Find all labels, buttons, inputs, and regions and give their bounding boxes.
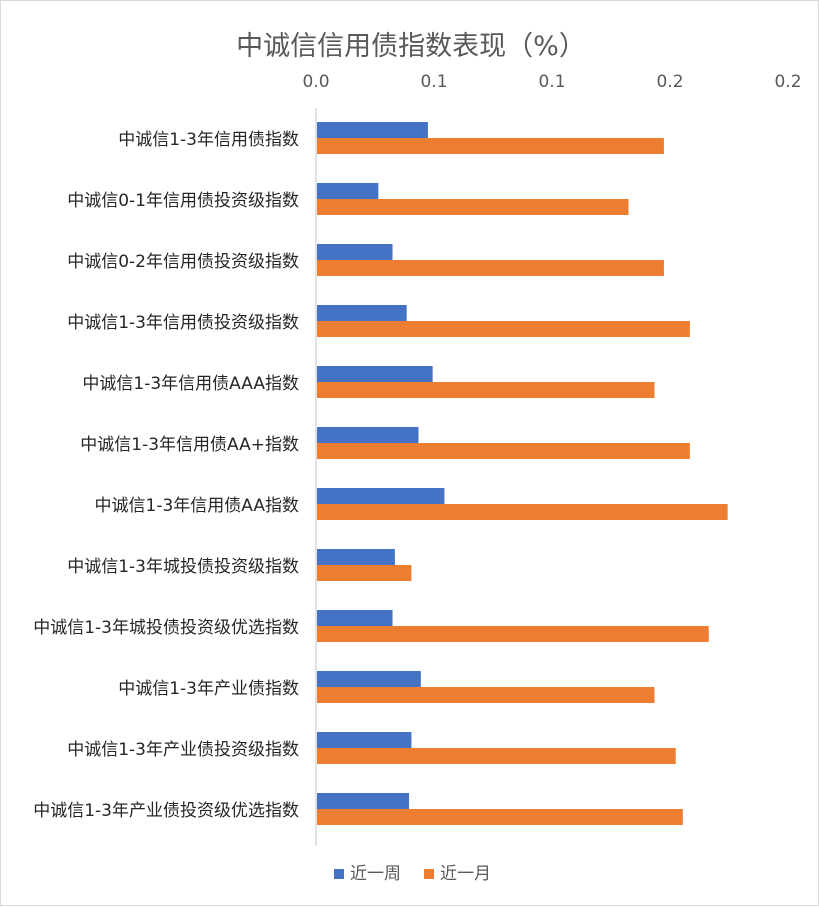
bar-week — [317, 549, 395, 565]
category-label: 中诚信1-3年信用债AA指数 — [95, 496, 300, 516]
bar-month — [317, 809, 683, 825]
legend-label: 近一周 — [350, 864, 401, 884]
bar-month — [317, 565, 412, 581]
legend-swatch — [424, 869, 434, 879]
x-tick-label: 0.2 — [656, 72, 683, 92]
category-label: 中诚信0-2年信用债投资级指数 — [67, 252, 299, 272]
bar-month — [317, 260, 664, 276]
x-tick-labels: 0.0 0.1 0.1 0.2 0.2 — [302, 72, 801, 92]
bar-month — [317, 138, 664, 154]
category-label: 中诚信0-1年信用债投资级指数 — [67, 191, 299, 211]
bar-week — [317, 122, 428, 138]
bar-month — [317, 626, 709, 642]
legend: 近一周 近一月 — [334, 864, 491, 884]
category-label: 中诚信1-3年产业债投资级指数 — [67, 740, 299, 760]
bar-week — [317, 671, 421, 687]
bar-week — [317, 732, 412, 748]
bar-week — [317, 366, 433, 382]
bar-month — [317, 382, 655, 398]
x-tick-label: 0.0 — [302, 72, 329, 92]
bar-week — [317, 305, 407, 321]
legend-swatch — [334, 869, 344, 879]
x-tick-label: 0.2 — [774, 72, 801, 92]
bar-week — [317, 793, 410, 809]
bar-week — [317, 488, 445, 504]
category-label: 中诚信1-3年产业债指数 — [118, 679, 299, 699]
category-label: 中诚信1-3年信用债AA+指数 — [80, 435, 299, 455]
bar-month — [317, 504, 728, 520]
category-label: 中诚信1-3年信用债AAA指数 — [82, 374, 299, 394]
x-tick-label: 0.1 — [538, 72, 565, 92]
legend-label: 近一月 — [440, 864, 491, 884]
category-label: 中诚信1-3年信用债指数 — [118, 130, 299, 150]
x-tick-label: 0.1 — [420, 72, 447, 92]
chart-title: 中诚信信用债指数表现（%） — [236, 31, 586, 62]
category-labels: 中诚信1-3年信用债指数中诚信0-1年信用债投资级指数中诚信0-2年信用债投资级… — [33, 130, 299, 821]
bar-week — [317, 244, 393, 260]
category-label: 中诚信1-3年信用债投资级指数 — [67, 313, 299, 333]
bar-month — [317, 748, 676, 764]
bar-month — [317, 321, 690, 337]
bar-month — [317, 687, 655, 703]
bar-week — [317, 610, 393, 626]
bars — [317, 122, 728, 825]
bar-month — [317, 443, 690, 459]
category-label: 中诚信1-3年城投债投资级优选指数 — [33, 618, 299, 638]
bar-week — [317, 183, 379, 199]
bar-week — [317, 427, 419, 443]
bar-month — [317, 199, 629, 215]
category-label: 中诚信1-3年产业债投资级优选指数 — [33, 801, 299, 821]
category-label: 中诚信1-3年城投债投资级指数 — [67, 557, 299, 577]
